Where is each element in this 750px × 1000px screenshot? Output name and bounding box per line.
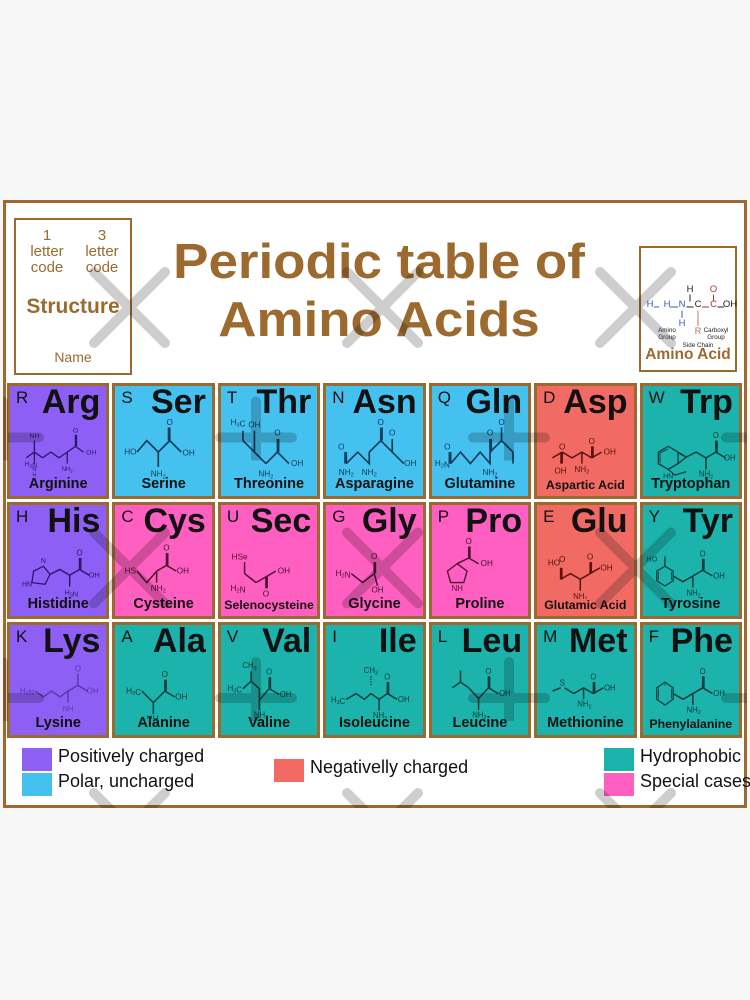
svg-text:N: N	[679, 299, 686, 310]
svg-text:H: H	[679, 318, 686, 329]
svg-text:Group: Group	[658, 334, 676, 341]
svg-text:O: O	[485, 667, 491, 676]
svg-text:OH: OH	[723, 299, 737, 310]
svg-text:O: O	[266, 667, 272, 676]
svg-text:O: O	[371, 552, 377, 561]
svg-text:NH2: NH2	[686, 705, 700, 716]
svg-text:H: H	[664, 299, 671, 310]
svg-text:O: O	[712, 431, 718, 440]
svg-text:OH: OH	[291, 459, 303, 468]
svg-text:OH: OH	[555, 466, 567, 475]
svg-text:NH2: NH2	[575, 465, 590, 476]
svg-text:O: O	[589, 437, 595, 446]
svg-text:NH: NH	[29, 433, 39, 440]
svg-text:OH: OH	[278, 567, 290, 576]
svg-text:O: O	[164, 544, 170, 553]
svg-text:OH: OH	[177, 567, 189, 576]
svg-text:OH: OH	[713, 689, 725, 698]
svg-text:OH: OH	[604, 448, 616, 457]
svg-text:H3C: H3C	[227, 684, 242, 695]
svg-text:Group: Group	[707, 334, 725, 341]
svg-text:HN: HN	[22, 582, 32, 589]
svg-text:Carboxyl: Carboxyl	[704, 327, 729, 334]
svg-text:O: O	[274, 429, 280, 438]
svg-text:O: O	[465, 537, 471, 546]
svg-text:O: O	[162, 670, 168, 679]
svg-text:OH: OH	[89, 571, 100, 580]
svg-text:OH: OH	[86, 450, 96, 457]
svg-text:O: O	[587, 553, 593, 562]
svg-text:OH: OH	[604, 683, 616, 692]
svg-text:H2N: H2N	[20, 686, 34, 697]
svg-text:H: H	[647, 299, 654, 310]
svg-text:H: H	[687, 284, 694, 295]
svg-text:NH2: NH2	[577, 699, 591, 710]
svg-text:OH: OH	[499, 689, 511, 698]
svg-text:OH: OH	[183, 448, 195, 457]
svg-text:O: O	[710, 284, 717, 295]
svg-text:H3C: H3C	[230, 418, 245, 429]
svg-text:OH: OH	[176, 692, 188, 701]
svg-text:NH: NH	[63, 703, 74, 712]
svg-text:OH: OH	[713, 572, 725, 581]
svg-text:OH: OH	[280, 690, 292, 699]
svg-text:Amino: Amino	[658, 327, 676, 334]
svg-text:H3C: H3C	[127, 686, 142, 697]
svg-text:C: C	[695, 299, 702, 310]
svg-text:NH2: NH2	[151, 584, 166, 595]
svg-text:H2N: H2N	[435, 459, 450, 470]
svg-text:O: O	[699, 667, 705, 676]
svg-text:O: O	[591, 672, 597, 681]
svg-text:O: O	[73, 427, 78, 434]
svg-text:HS: HS	[125, 567, 137, 576]
svg-text:NH: NH	[451, 584, 462, 593]
svg-text:O: O	[487, 429, 493, 438]
svg-text:H2N: H2N	[336, 569, 351, 580]
svg-text:OH: OH	[480, 560, 492, 569]
svg-text:O: O	[338, 443, 344, 452]
svg-text:O: O	[167, 418, 173, 427]
svg-text:N: N	[41, 558, 46, 565]
svg-text:O: O	[76, 549, 82, 558]
svg-text:HO: HO	[125, 448, 137, 457]
svg-text:O: O	[75, 664, 81, 673]
svg-text:O: O	[559, 443, 565, 452]
svg-text:HSe: HSe	[232, 553, 248, 562]
svg-text:OH: OH	[601, 564, 613, 573]
svg-text:OH: OH	[724, 453, 736, 462]
svg-text:NH2: NH2	[62, 467, 74, 474]
svg-text:O: O	[378, 418, 384, 427]
svg-text:O: O	[498, 418, 504, 427]
svg-text:CH3: CH3	[364, 666, 378, 677]
svg-text:O: O	[559, 555, 565, 564]
svg-text:OH: OH	[398, 694, 410, 703]
svg-text:H2N: H2N	[230, 584, 245, 595]
svg-text:HO: HO	[646, 555, 657, 564]
svg-text:OH: OH	[87, 686, 99, 695]
svg-text:O: O	[389, 429, 395, 438]
svg-text:O: O	[699, 550, 705, 559]
svg-text:OH: OH	[372, 586, 384, 595]
svg-text:OH: OH	[404, 459, 416, 468]
svg-text:O: O	[385, 672, 391, 681]
svg-text:R: R	[695, 326, 702, 337]
svg-text:S: S	[560, 678, 566, 687]
svg-text:OH: OH	[248, 420, 260, 429]
svg-text:H3C: H3C	[331, 695, 346, 706]
svg-text:O: O	[444, 443, 450, 452]
svg-text:CH3: CH3	[242, 661, 256, 672]
